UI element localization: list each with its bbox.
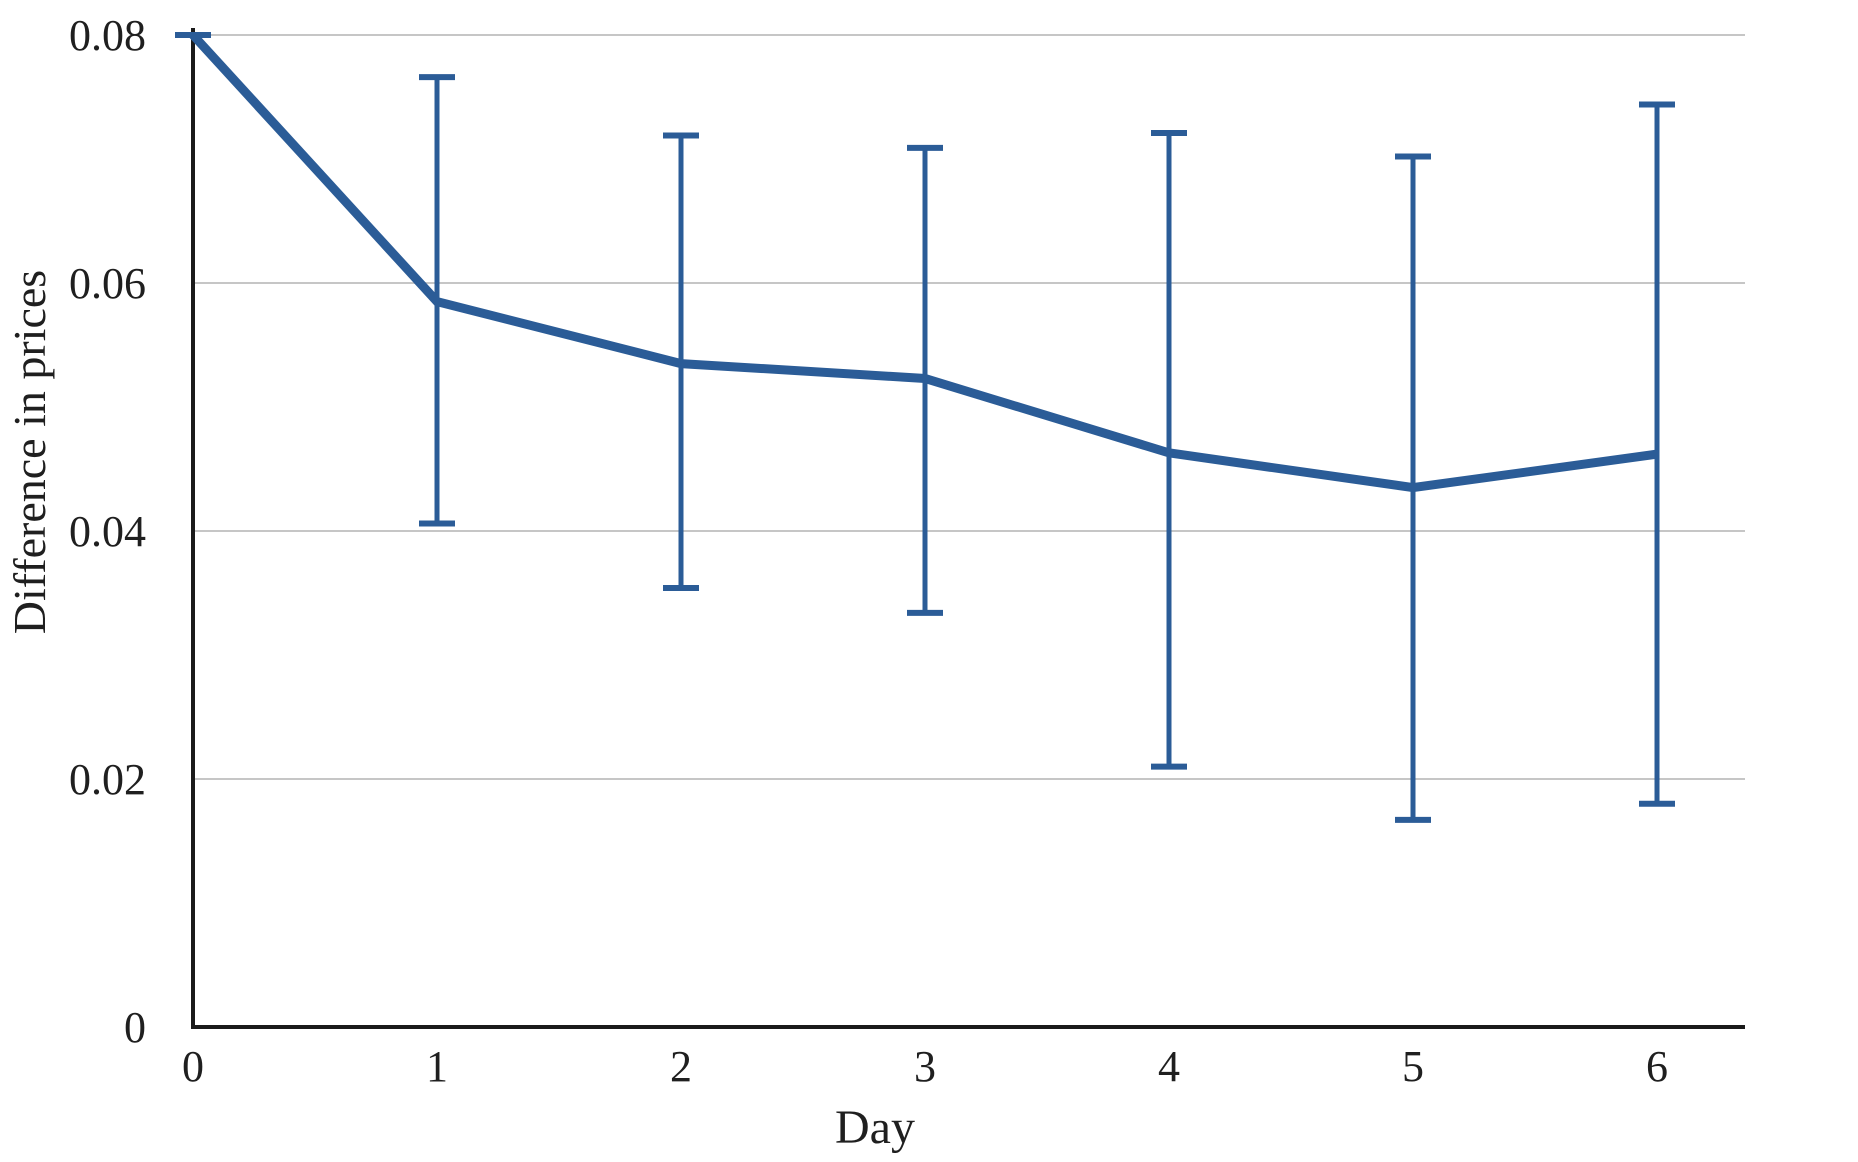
y-axis-label: Difference in prices (4, 270, 55, 634)
x-tick-label: 0 (182, 1042, 204, 1091)
x-tick-label: 3 (914, 1042, 936, 1091)
x-tick-label: 5 (1402, 1042, 1424, 1091)
x-tick-label: 6 (1646, 1042, 1668, 1091)
y-tick-label: 0.02 (69, 755, 146, 804)
data-line (189, 31, 1658, 493)
y-tick-label: 0.06 (69, 259, 146, 308)
y-tick-label: 0.04 (69, 507, 146, 556)
y-tick-label: 0 (124, 1003, 146, 1052)
x-tick-label: 4 (1158, 1042, 1180, 1091)
x-axis-label: Day (835, 1101, 915, 1154)
x-tick-label: 2 (670, 1042, 692, 1091)
x-tick-label: 1 (426, 1042, 448, 1091)
y-tick-label: 0.08 (69, 11, 146, 60)
